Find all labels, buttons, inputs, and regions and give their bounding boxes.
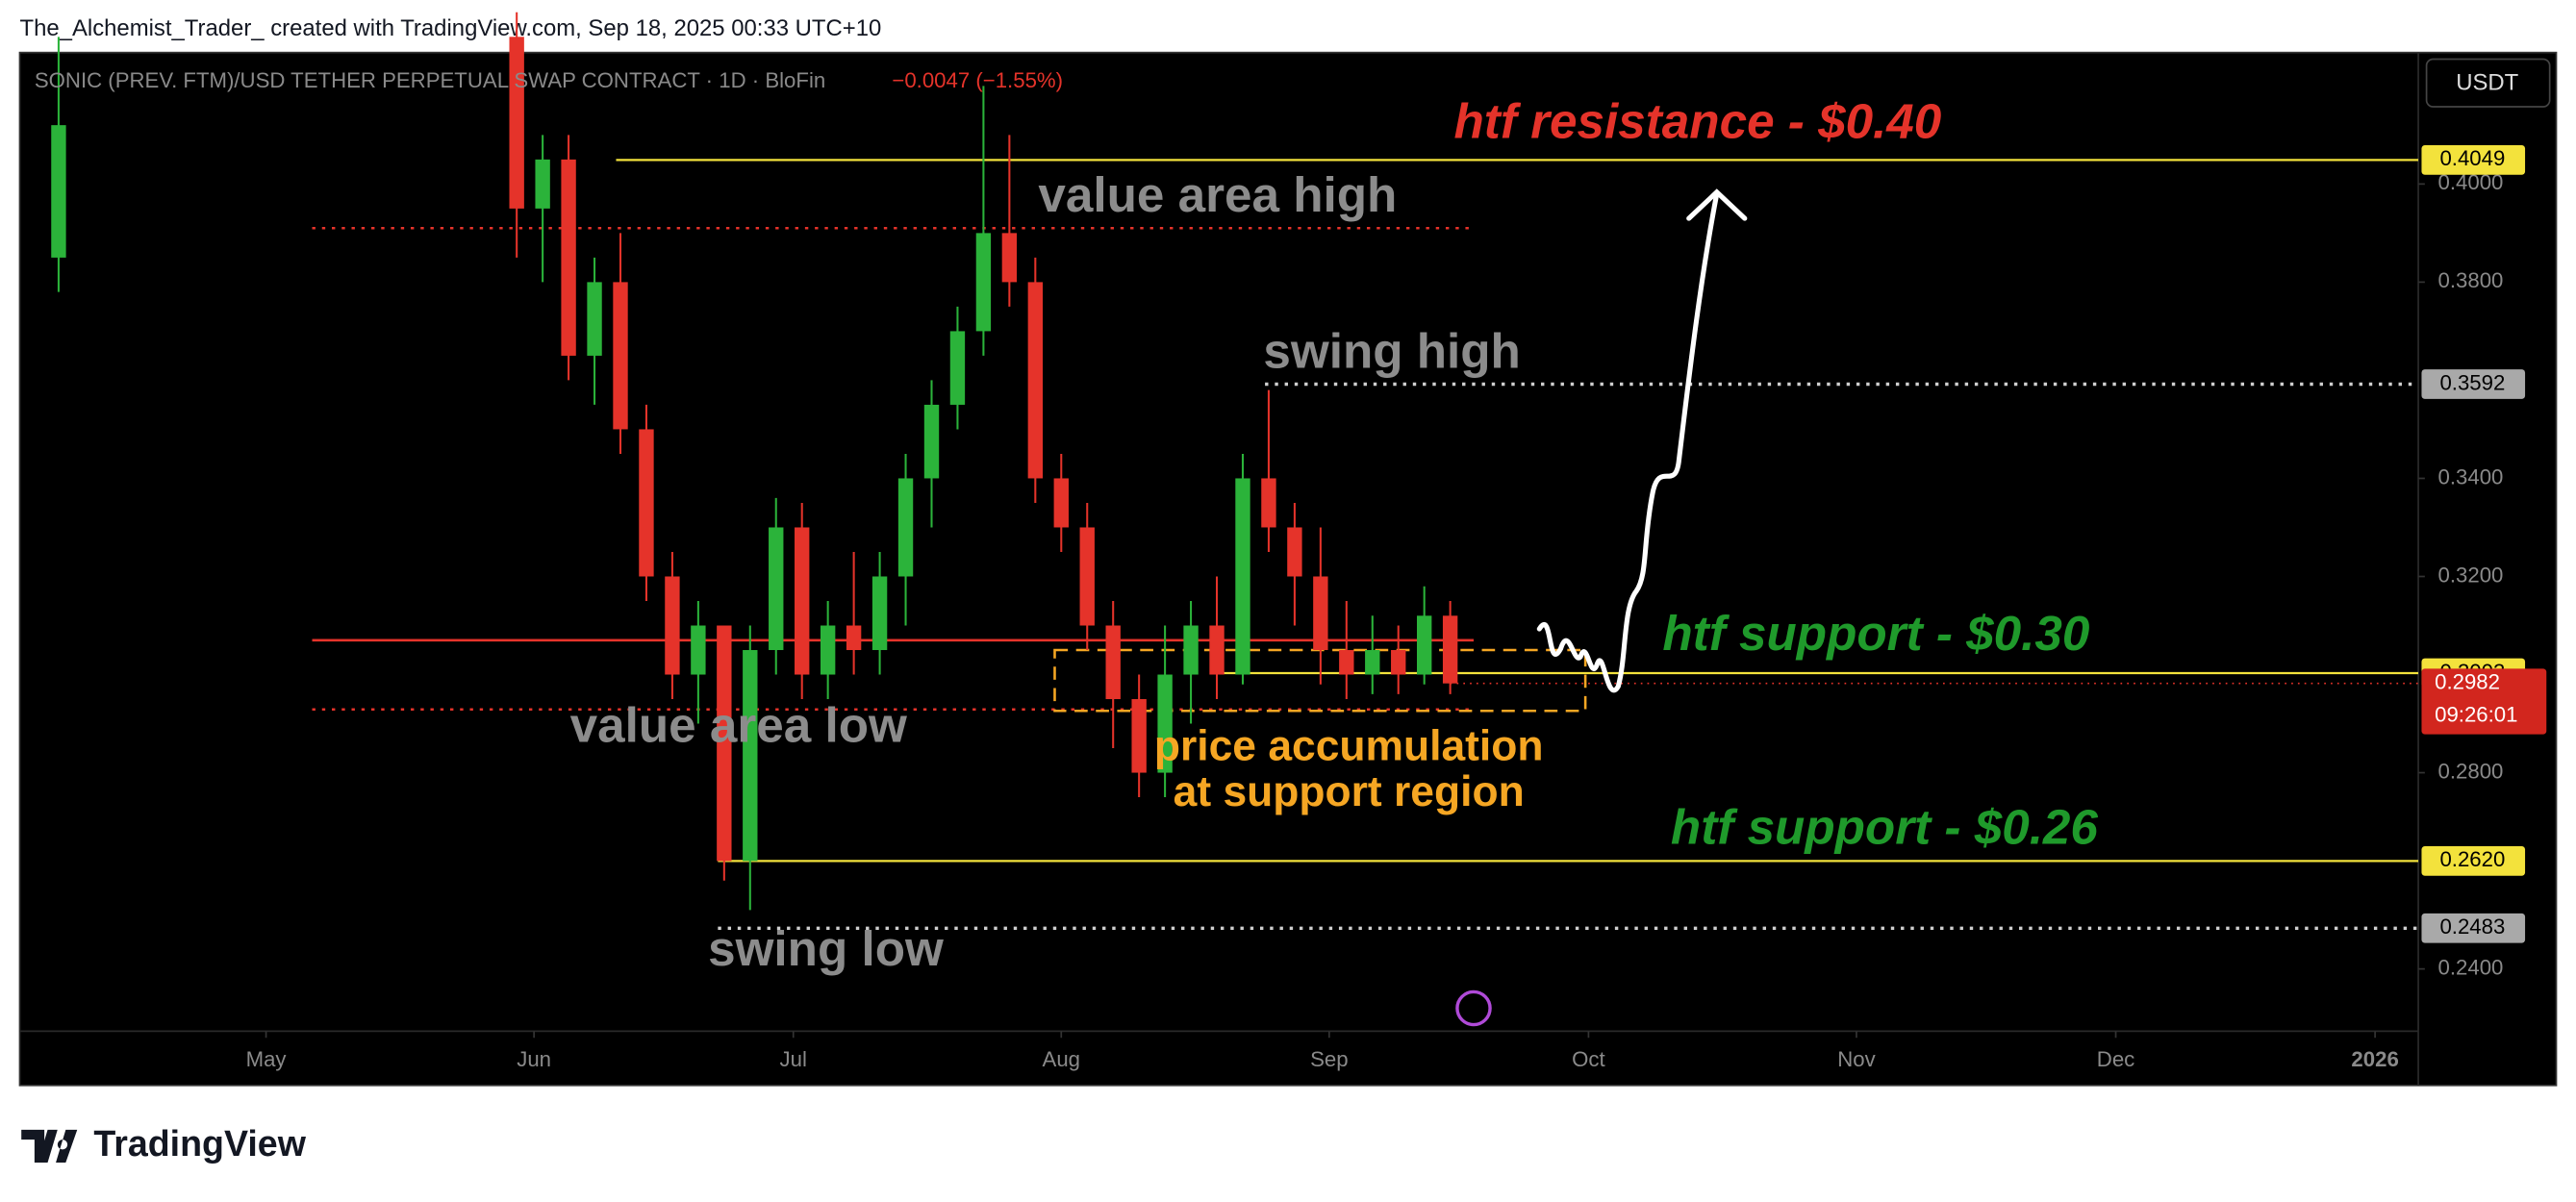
y-tick-label: 0.2800 (2438, 759, 2504, 783)
level-label-box (2421, 369, 2526, 399)
y-tick-label: 0.3400 (2438, 464, 2504, 488)
candle-body (1183, 625, 1199, 675)
candle-body (509, 37, 524, 209)
annotation: swing low (708, 921, 944, 976)
candle-body (1313, 576, 1328, 651)
x-tick-label: Dec (2097, 1047, 2134, 1071)
candle-body (1416, 615, 1432, 675)
candle-body (769, 527, 784, 651)
level-label: 0.4049 (2439, 146, 2505, 170)
candle-body (665, 576, 680, 675)
candle-body (1261, 478, 1276, 528)
hand-drawn-arrow (1536, 190, 1720, 693)
price-change: −0.0047 (−1.55%) (892, 68, 1063, 92)
x-tick-label: May (246, 1047, 288, 1071)
candle-body (1442, 615, 1458, 684)
countdown: 09:26:01 (2435, 703, 2517, 727)
candle-body (1391, 650, 1406, 675)
x-tick-label: Jun (517, 1047, 551, 1071)
level-label: 0.3592 (2439, 370, 2505, 394)
x-tick-label: Sep (1310, 1047, 1348, 1071)
candle-body (613, 282, 628, 430)
annotation: htf resistance - $0.40 (1453, 93, 1941, 148)
annotation: at support region (1174, 768, 1525, 815)
candle-body (1287, 527, 1302, 577)
x-tick-label: 2026 (2351, 1047, 2398, 1071)
x-tick-label: Oct (1572, 1047, 1605, 1071)
level-label: 0.2483 (2439, 914, 2505, 939)
candle-body (871, 576, 888, 651)
candle-body (949, 331, 966, 405)
currency-button[interactable] (2425, 58, 2551, 108)
candle-body (51, 125, 66, 258)
candle-body (1339, 650, 1354, 675)
tradingview-logo: TradingView (21, 1123, 307, 1164)
y-tick-label: 0.3800 (2438, 268, 2504, 292)
y-tick-label: 0.2400 (2438, 955, 2504, 979)
level-label-box (2421, 846, 2526, 876)
level-label: 0.2620 (2439, 847, 2505, 871)
current-price: 0.2982 (2435, 670, 2500, 694)
level-label-box (2421, 913, 2526, 943)
annotation: value area high (1038, 167, 1397, 222)
header: The_Alchemist_Trader_ created with Tradi… (19, 15, 881, 41)
candle-body (846, 625, 862, 651)
candle-body (1053, 478, 1069, 528)
annotation: price accumulation (1154, 722, 1544, 769)
candle-body (561, 159, 576, 356)
currency[interactable]: USDT (2456, 69, 2518, 95)
level-label-box (2421, 144, 2526, 175)
candle-body (975, 233, 992, 332)
annotation: htf support - $0.26 (1671, 800, 2098, 855)
annotation: htf support - $0.30 (1662, 606, 2089, 661)
y-tick-label: 0.3200 (2438, 563, 2504, 587)
annotation: swing high (1263, 323, 1520, 378)
logo-mark (21, 1129, 78, 1164)
x-tick-label: Aug (1043, 1047, 1080, 1071)
candle-body (639, 429, 654, 577)
brand: TradingView (93, 1123, 306, 1164)
x-tick-label: Nov (1837, 1047, 1876, 1071)
candle-body (1131, 699, 1147, 773)
x-tick-label: Jul (780, 1047, 807, 1071)
candle-body (1079, 527, 1095, 626)
candle-body (1209, 625, 1225, 675)
candle-body (1105, 625, 1121, 700)
candle-body (535, 159, 550, 209)
candle-body (1027, 282, 1044, 479)
plot (51, 12, 2419, 930)
candle-body (897, 478, 914, 577)
arrow-head (1686, 188, 1748, 221)
alert-icon[interactable] (1455, 989, 1492, 1027)
candle-body (691, 625, 706, 675)
candle-body (795, 527, 810, 675)
candle-body (1001, 233, 1018, 283)
annotation: value area low (570, 698, 907, 753)
candle-body (820, 625, 836, 675)
symbol-title: SONIC (PREV. FTM)/USD TETHER PERPETUAL S… (35, 68, 825, 92)
candle-body (743, 650, 758, 862)
candle-body (1365, 650, 1380, 675)
candle-body (587, 282, 602, 356)
candle-body (1235, 478, 1250, 675)
candle-body (1157, 674, 1173, 773)
candle-body (923, 404, 940, 479)
current-price-box (2421, 668, 2547, 735)
candle-body (717, 625, 732, 862)
